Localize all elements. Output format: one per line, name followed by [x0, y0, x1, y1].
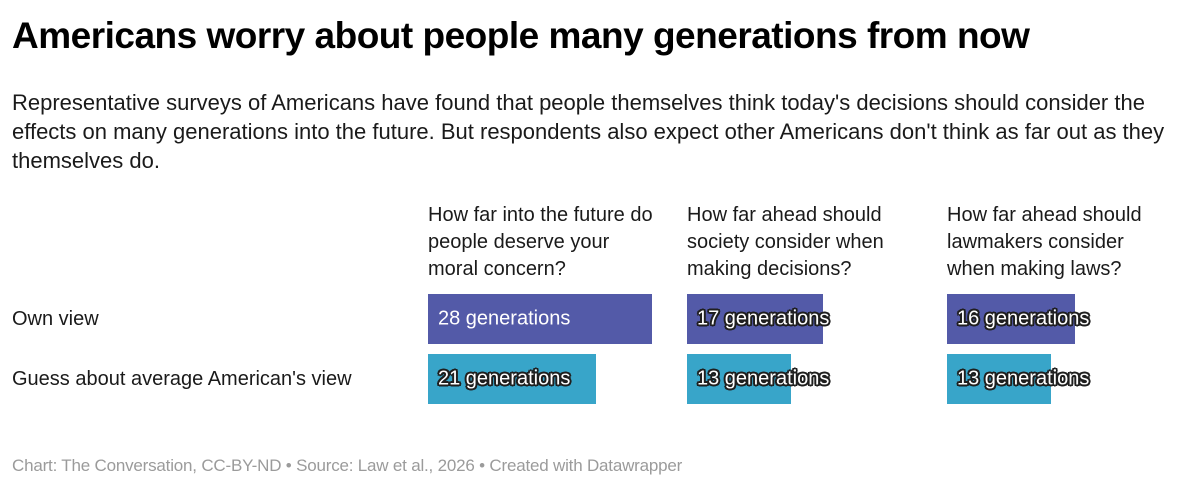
- grouped-bar-chart: How far into the future do people deserv…: [12, 202, 1188, 414]
- chart-credit: Chart: The Conversation, CC-BY-ND • Sour…: [12, 456, 683, 475]
- question-society: How far ahead should society consider wh…: [687, 204, 884, 280]
- bar-value-label: 13 generations: [697, 367, 830, 390]
- chart-description: Representative surveys of Americans have…: [12, 90, 1165, 173]
- row-label-own-view: Own view: [12, 307, 99, 330]
- bar-guess-moral-concern: 21 generations: [428, 354, 596, 404]
- question-lawmakers: How far ahead should lawmakers consider …: [947, 204, 1142, 280]
- question-moral-concern: How far into the future do people deserv…: [428, 204, 653, 280]
- chart-title: Americans worry about people many genera…: [12, 15, 1030, 56]
- bar-guess-lawmakers: 13 generations: [947, 354, 1089, 404]
- bar-value-label: 28 generations: [438, 307, 571, 330]
- row-label-guess-average: Guess about average American's view: [12, 367, 352, 390]
- bar-own-view-society: 17 generations: [687, 294, 829, 344]
- bar-value-label: 13 generations: [957, 367, 1090, 390]
- header-spacer: [12, 202, 428, 294]
- bar-value-label: 16 generations: [957, 307, 1090, 330]
- chart-page: Americans worry about people many genera…: [0, 14, 1200, 476]
- bar-own-view-moral-concern: 28 generations: [428, 294, 652, 344]
- bar-guess-society: 13 generations: [687, 354, 829, 404]
- bar-own-view-lawmakers: 16 generations: [947, 294, 1089, 344]
- bar-value-label: 21 generations: [438, 367, 571, 390]
- bar-value-label: 17 generations: [697, 307, 830, 330]
